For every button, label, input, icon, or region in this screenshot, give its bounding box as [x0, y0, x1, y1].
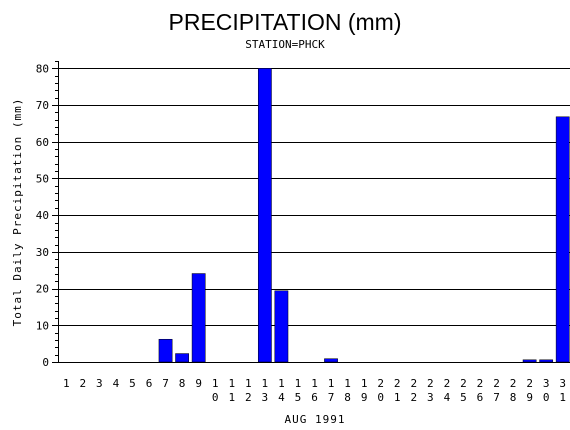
bars [158, 68, 570, 363]
y-tick-label: 10 [36, 319, 49, 332]
y-tick-label: 30 [36, 246, 49, 259]
x-tick-label: 1 [63, 377, 70, 390]
x-tick-label: 5 [129, 377, 136, 390]
x-tick-label: 4 [113, 377, 120, 390]
x-tick-label: 7 [162, 377, 169, 390]
x-tick-label: 2 [80, 377, 87, 390]
x-tick-label: 6 [146, 377, 153, 390]
x-tick-label: 9 [195, 377, 202, 390]
bar [555, 116, 570, 363]
bar [324, 358, 338, 363]
y-tick-label: 0 [42, 356, 49, 369]
bar [539, 359, 554, 363]
y-tick-label: 80 [36, 62, 49, 75]
chart-title: PRECIPITATION (mm) [169, 9, 402, 35]
bar [191, 273, 206, 363]
bar [257, 68, 272, 363]
y-tick-label: 50 [36, 172, 49, 185]
bar [274, 290, 289, 363]
y-tick-label: 40 [36, 209, 49, 222]
bar [175, 353, 189, 363]
y-tick-labels: 0 10 20 30 40 50 60 70 80 [36, 62, 49, 369]
x-tick-label: 8 [179, 377, 186, 390]
x-axis-label: AUG 1991 [285, 413, 346, 426]
y-tick-label: 70 [36, 99, 49, 112]
x-tick-labels: 1 2 3 4 5 6 7 8 9 1 01 11 21 31 41 51 61 71 81 92 02 12 22 32 42… [63, 377, 566, 404]
y-axis-label: Total Daily Precipitation (mm) [11, 98, 24, 327]
x-tick-label: 3 [96, 377, 103, 390]
grid [58, 68, 570, 326]
y-tick-label: 20 [36, 283, 49, 296]
axes [52, 61, 570, 363]
y-tick-label: 60 [36, 136, 49, 149]
chart-subtitle: STATION=PHCK [245, 38, 325, 51]
bar [522, 359, 537, 363]
bar [158, 338, 173, 363]
